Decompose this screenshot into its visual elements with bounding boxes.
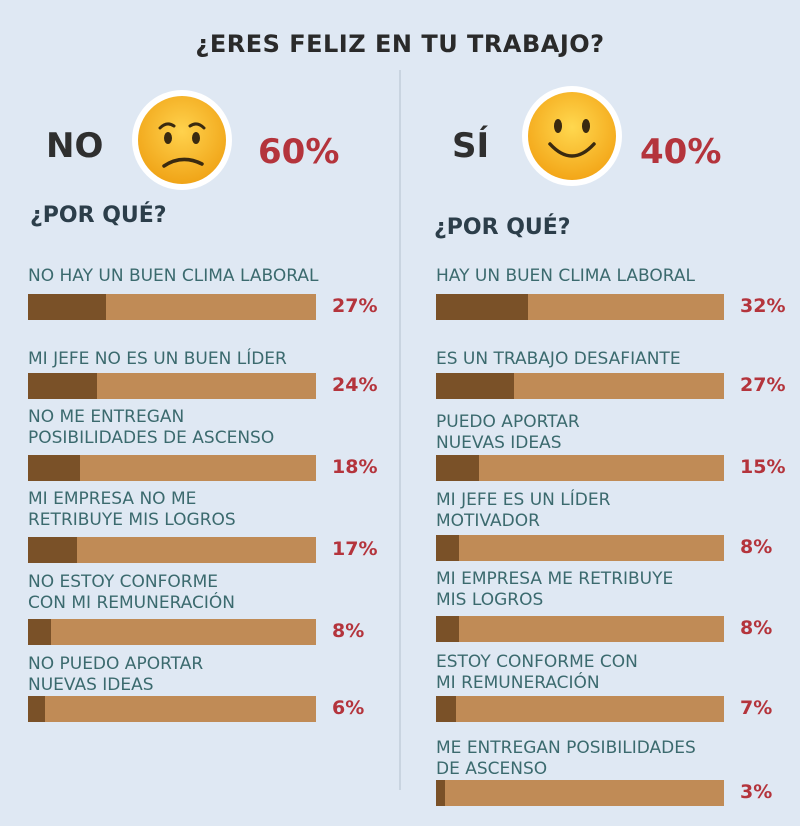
no-value-label: 8% (332, 620, 365, 642)
yes-bar (436, 616, 459, 642)
yes-value-label: 3% (740, 781, 773, 803)
yes-bar (436, 696, 456, 722)
yes-reason-label: MI EMPRESA ME RETRIBUYE MIS LOGROS (436, 569, 674, 610)
sad-face-icon (132, 90, 232, 190)
yes-bar (436, 455, 479, 481)
yes-value-label: 15% (740, 456, 786, 478)
no-reason-label: NO HAY UN BUEN CLIMA LABORAL (28, 266, 319, 286)
yes-value-label: 27% (740, 374, 786, 396)
yes-value-label: 32% (740, 295, 786, 317)
yes-reason-label: ESTOY CONFORME CON MI REMUNERACIÓN (436, 652, 638, 693)
no-bar (28, 696, 45, 722)
no-bar-track (28, 294, 316, 320)
yes-reason-label: HAY UN BUEN CLIMA LABORAL (436, 266, 695, 286)
no-reason-label: NO ME ENTREGAN POSIBILIDADES DE ASCENSO (28, 407, 275, 448)
no-value-label: 27% (332, 295, 378, 317)
no-reason-label: MI EMPRESA NO ME RETRIBUYE MIS LOGROS (28, 489, 236, 530)
no-bar (28, 537, 77, 563)
column-divider (399, 70, 401, 790)
page-title: ¿ERES FELIZ EN TU TRABAJO? (195, 30, 605, 58)
yes-bar (436, 373, 514, 399)
no-bar (28, 619, 51, 645)
no-reason-label: NO PUEDO APORTAR NUEVAS IDEAS (28, 654, 204, 695)
yes-reason-label: MI JEFE ES UN LÍDER MOTIVADOR (436, 490, 611, 531)
no-answer-label: NO (46, 126, 104, 166)
no-bar (28, 455, 80, 481)
no-value-label: 6% (332, 697, 365, 719)
no-bar-track (28, 696, 316, 722)
yes-value-label: 7% (740, 697, 773, 719)
yes-answer-percent: 40% (640, 132, 722, 172)
yes-bar (436, 294, 528, 320)
no-bar-track (28, 537, 316, 563)
yes-bar-track (436, 696, 724, 722)
yes-bar (436, 535, 459, 561)
yes-reason-label: ES UN TRABAJO DESAFIANTE (436, 349, 681, 369)
no-value-label: 18% (332, 456, 378, 478)
yes-value-label: 8% (740, 536, 773, 558)
no-value-label: 24% (332, 374, 378, 396)
yes-reason-label: ME ENTREGAN POSIBILIDADES DE ASCENSO (436, 738, 696, 779)
yes-bar-track (436, 373, 724, 399)
no-bar-track (28, 455, 316, 481)
no-reason-label: MI JEFE NO ES UN BUEN LÍDER (28, 349, 287, 369)
yes-bar-track (436, 780, 724, 806)
no-bar (28, 373, 97, 399)
yes-bar-track (436, 616, 724, 642)
no-reason-label: NO ESTOY CONFORME CON MI REMUNERACIÓN (28, 572, 236, 613)
yes-reason-label: PUEDO APORTAR NUEVAS IDEAS (436, 412, 580, 453)
no-bar (28, 294, 106, 320)
yes-value-label: 8% (740, 617, 773, 639)
no-bar-track (28, 619, 316, 645)
no-value-label: 17% (332, 538, 378, 560)
yes-answer-label: SÍ (452, 126, 490, 166)
yes-bar (436, 780, 445, 806)
no-bar-track (28, 373, 316, 399)
happy-face-icon (522, 86, 622, 186)
yes-bar-track (436, 294, 724, 320)
yes-bar-track (436, 455, 724, 481)
no-answer-percent: 60% (258, 132, 340, 172)
no-why-heading: ¿POR QUÉ? (30, 203, 167, 228)
yes-bar-track (436, 535, 724, 561)
yes-why-heading: ¿POR QUÉ? (434, 215, 571, 240)
